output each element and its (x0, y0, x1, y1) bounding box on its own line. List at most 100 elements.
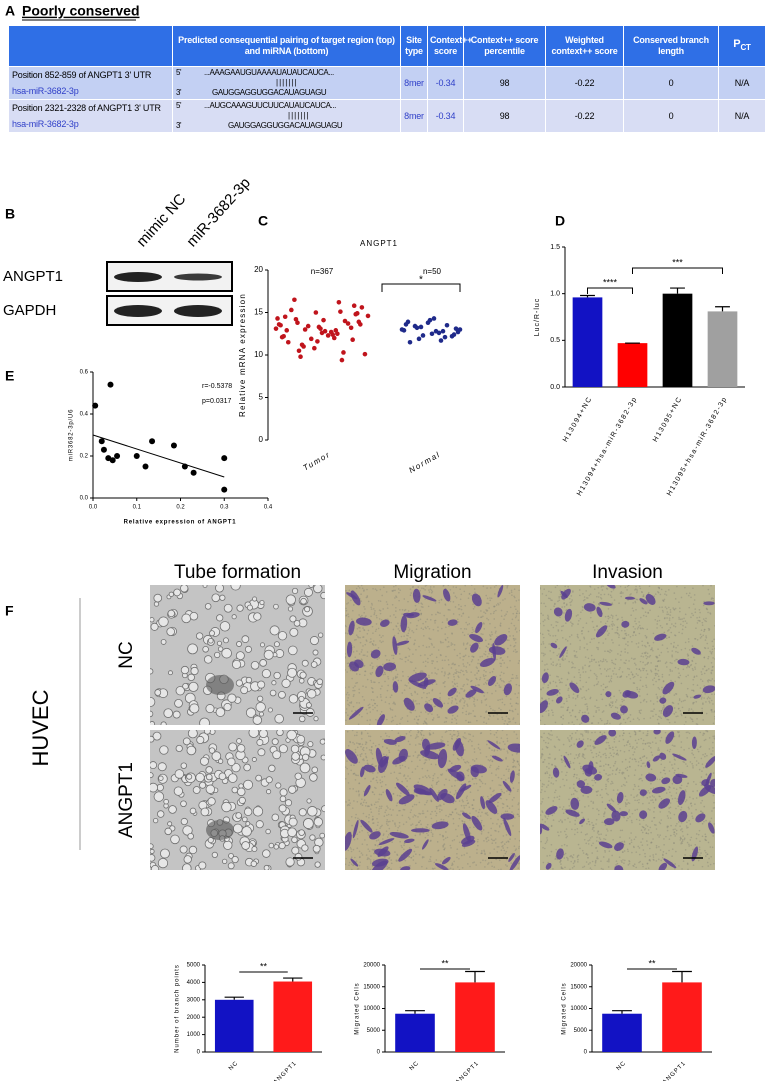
pore (425, 826, 428, 828)
pore (451, 735, 453, 737)
cell (271, 813, 280, 822)
pore (541, 810, 543, 812)
pore (483, 691, 486, 694)
pore (572, 762, 575, 764)
pore (356, 681, 359, 684)
pore (641, 831, 644, 834)
pore (628, 668, 631, 670)
pore (505, 585, 507, 586)
pore (429, 858, 431, 861)
pore (420, 711, 422, 714)
pore (511, 852, 514, 855)
pore (614, 663, 617, 666)
pore (638, 778, 641, 781)
pore (451, 696, 453, 699)
pore (618, 668, 621, 671)
stained-cell (356, 617, 372, 626)
pore (500, 662, 503, 665)
pore (592, 842, 594, 845)
pore (601, 821, 604, 824)
pore (484, 866, 486, 868)
pore (387, 834, 390, 836)
pore (638, 819, 641, 822)
pore (505, 756, 507, 759)
point (100, 446, 107, 453)
pore (463, 749, 466, 751)
cell (276, 730, 284, 737)
pore (508, 630, 510, 633)
pore (554, 681, 557, 684)
pore (495, 774, 497, 776)
pore (594, 781, 597, 784)
cell (302, 818, 314, 829)
pore (598, 771, 601, 774)
pore (541, 715, 544, 717)
pore (701, 621, 704, 624)
pore (567, 585, 569, 588)
pore (609, 594, 612, 597)
cell (150, 782, 159, 793)
pore (646, 673, 649, 675)
pore (654, 665, 657, 667)
pore (636, 590, 638, 592)
pore (508, 793, 511, 796)
pore (701, 680, 704, 682)
pore (462, 644, 465, 646)
pore (358, 614, 360, 616)
pore (559, 616, 561, 619)
pore (497, 765, 500, 768)
pore (593, 637, 595, 640)
cell (294, 772, 302, 780)
x-tick-label: 0.3 (220, 505, 229, 511)
pore (484, 699, 487, 701)
pore (391, 709, 394, 711)
pore (597, 647, 599, 649)
cell (313, 817, 324, 827)
pore (431, 660, 433, 662)
pore (506, 810, 509, 813)
pore (380, 696, 382, 698)
pore (434, 622, 436, 624)
pore (411, 771, 414, 773)
cell (261, 669, 271, 679)
pore (452, 817, 455, 820)
y-axis-label: Relative mRNA expression (238, 293, 247, 417)
pore (415, 827, 417, 829)
pore (418, 715, 421, 717)
pore (639, 695, 641, 697)
pore (630, 839, 633, 841)
pore (571, 625, 573, 627)
pore (354, 656, 357, 659)
pore (515, 677, 517, 679)
pore (415, 803, 418, 806)
pore (657, 722, 660, 725)
pore (380, 807, 382, 809)
pore (573, 676, 576, 678)
pore (469, 826, 471, 829)
pore (704, 738, 707, 741)
pore (541, 697, 544, 700)
cell (245, 821, 251, 827)
pore (658, 606, 661, 609)
pore (439, 698, 441, 701)
cell (259, 659, 267, 667)
pore (504, 852, 507, 855)
pore (424, 803, 426, 806)
pore (687, 638, 690, 640)
annotation: ** (260, 961, 268, 971)
cell (307, 741, 314, 748)
pore (653, 708, 655, 710)
pore (610, 798, 613, 800)
pore (434, 763, 437, 766)
pore (606, 685, 609, 688)
pore (368, 723, 371, 725)
pore (350, 769, 352, 772)
pore (387, 813, 390, 816)
pore (576, 656, 578, 659)
pore (457, 866, 459, 868)
pore (713, 693, 715, 695)
pore (444, 837, 447, 839)
pore (680, 682, 683, 685)
pore (508, 768, 510, 771)
y-tick-label: 20000 (570, 963, 587, 969)
